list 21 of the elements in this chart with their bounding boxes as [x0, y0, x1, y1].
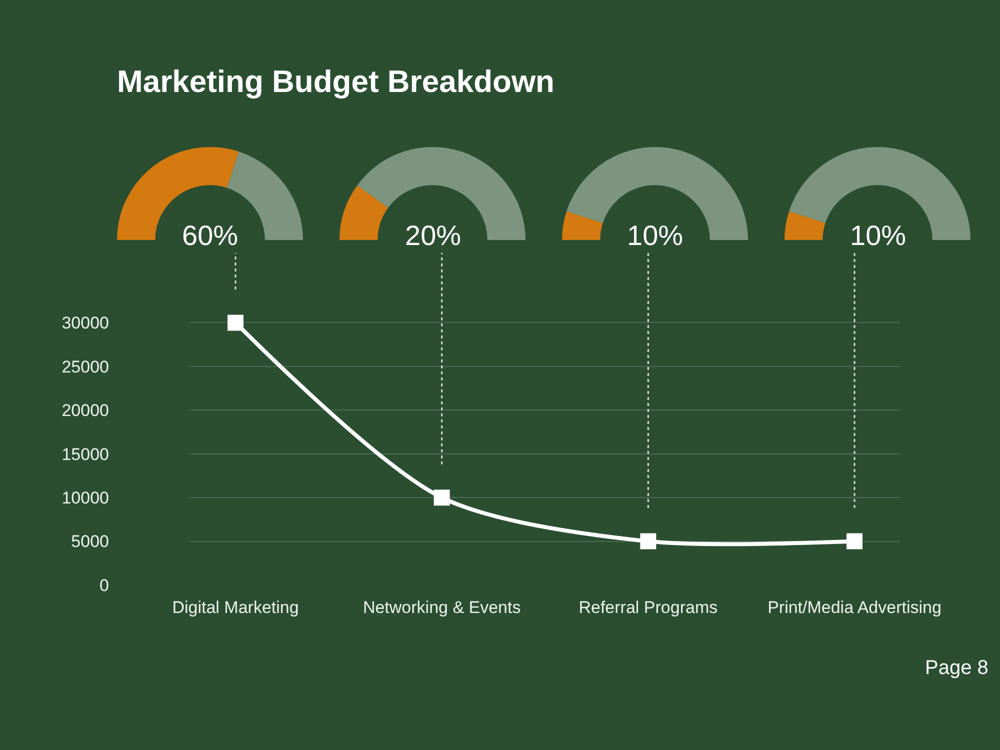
y-tick-label: 10000: [62, 488, 109, 508]
point: [434, 490, 450, 506]
y-tick-label: 25000: [62, 357, 109, 376]
text: 10%: [627, 220, 684, 251]
point: [846, 533, 862, 550]
text: Page 8: [925, 657, 988, 679]
point: [228, 314, 244, 331]
y-tick-label: 0: [100, 576, 109, 595]
text: 60%: [182, 220, 238, 251]
text: 10%: [850, 220, 906, 251]
point: [640, 533, 656, 550]
x-tick-label: Networking & Events: [362, 598, 521, 617]
x-tick-label: Referral Programs: [578, 598, 718, 617]
y-tick-label: 20000: [62, 401, 109, 420]
y-tick-label: 30000: [62, 314, 109, 333]
x-tick-label: Digital Marketing: [172, 598, 299, 617]
chart-title: Marketing Budget Breakdown: [117, 64, 554, 99]
x-tick-label: Print/Media Advertising: [768, 598, 942, 617]
text: 20%: [405, 220, 462, 251]
y-tick-label: 5000: [71, 532, 109, 552]
y-tick-label: 15000: [62, 444, 109, 464]
